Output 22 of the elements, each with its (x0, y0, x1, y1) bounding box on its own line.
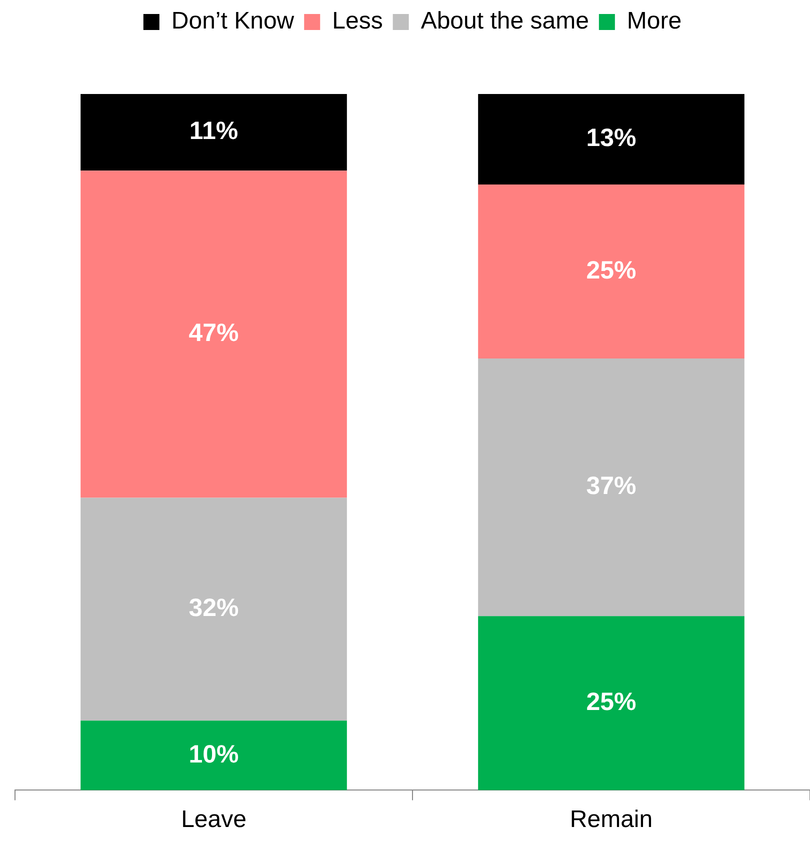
bar (478, 184, 744, 359)
data-label: 25% (586, 256, 636, 284)
bar (80, 94, 347, 171)
data-label: 13% (586, 124, 636, 152)
bar (478, 358, 744, 616)
data-label: 37% (586, 472, 636, 500)
bar (478, 616, 744, 790)
data-label: 47% (188, 319, 239, 348)
legend-label: More (626, 8, 682, 35)
bar (478, 94, 744, 185)
legend-label: About the same (420, 8, 589, 35)
bar (80, 720, 347, 790)
x-tick-label: Leave (181, 806, 246, 834)
data-label: 25% (586, 688, 636, 716)
legend-label: Don’t Know (171, 8, 295, 35)
data-label: 10% (188, 740, 239, 768)
data-label: 32% (188, 594, 239, 622)
bar (80, 170, 347, 498)
legend-label: Less (332, 8, 383, 35)
bar (80, 498, 347, 721)
data-label: 11% (189, 117, 238, 146)
x-tick-label: Remain (570, 806, 653, 834)
